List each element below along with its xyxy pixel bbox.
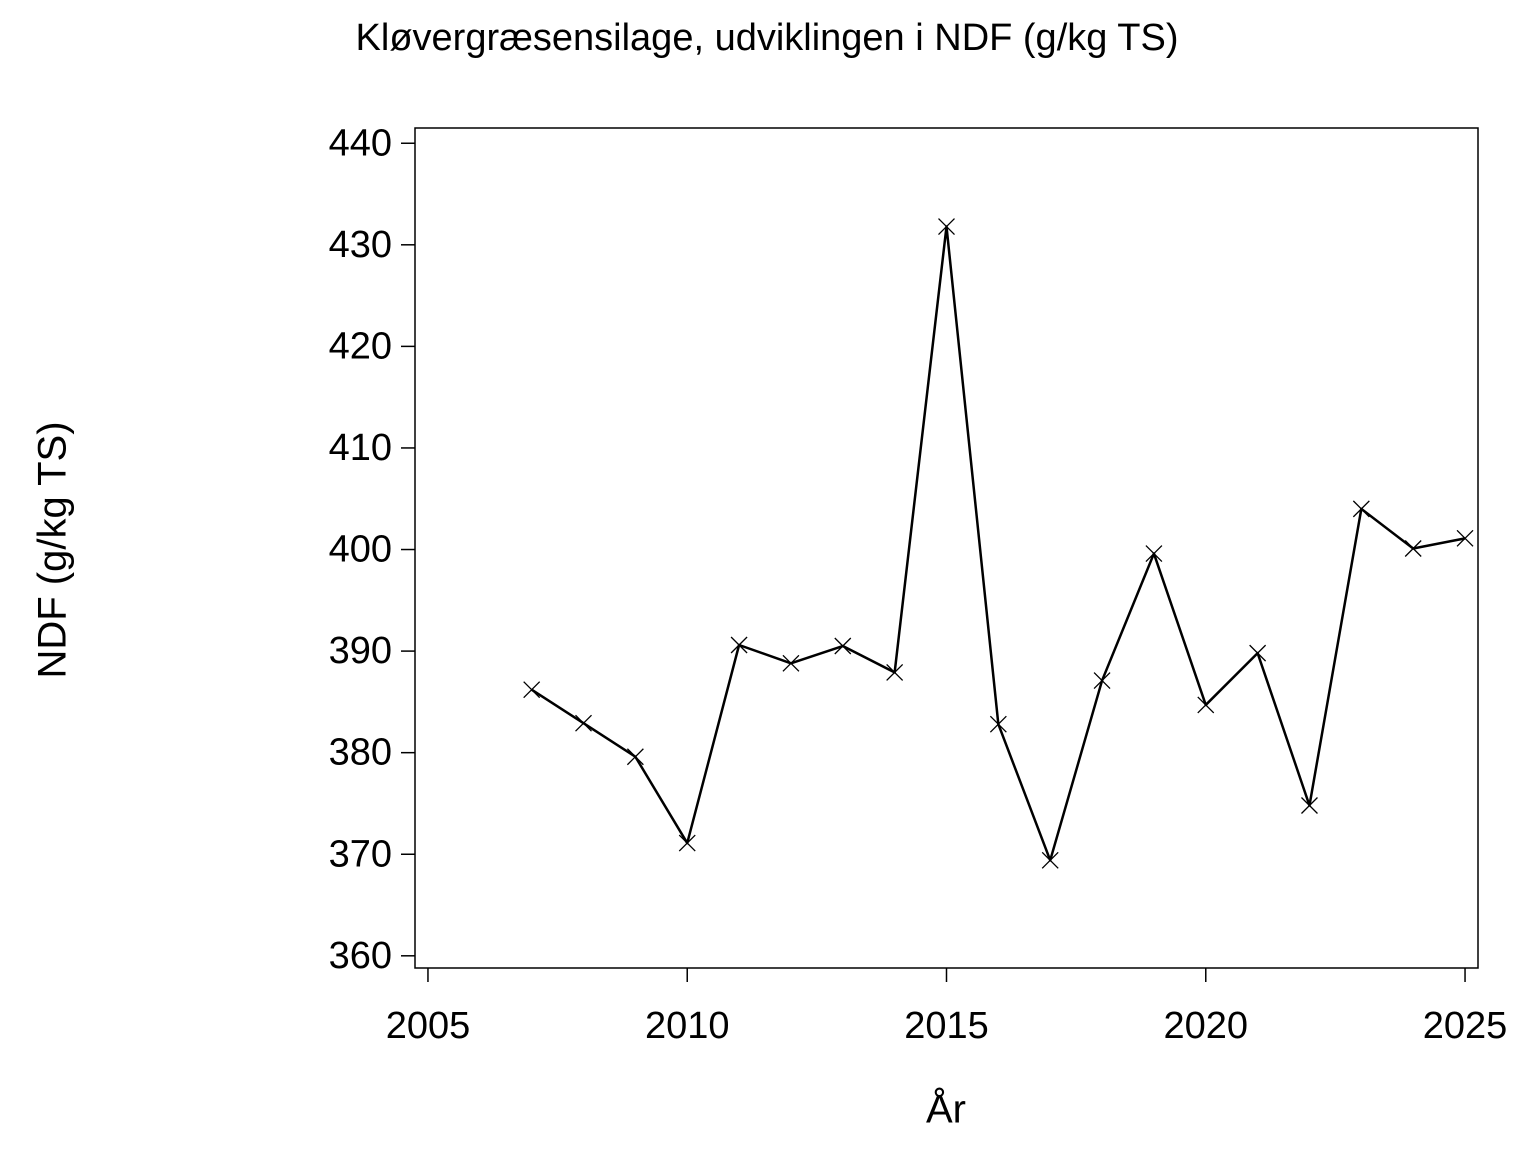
y-tick-label: 390 [329,630,392,672]
x-tick-label: 2025 [1423,1005,1508,1047]
x-tick-label: 2005 [386,1005,471,1047]
y-axis-label: NDF (g/kg TS) [31,421,75,678]
y-tick-label: 400 [329,529,392,571]
data-marker [1093,672,1111,690]
y-tick-label: 410 [329,427,392,469]
data-marker [782,654,800,672]
data-marker [989,715,1007,733]
y-tick-label: 380 [329,732,392,774]
y-tick-label: 420 [329,325,392,367]
data-marker [1352,500,1370,518]
y-tick-label: 440 [329,122,392,164]
data-marker [1404,540,1422,557]
data-marker [1041,851,1059,869]
x-tick-label: 2015 [904,1005,989,1047]
x-tick-label: 2010 [645,1005,730,1047]
chart-title: Kløvergræsensilage, udviklingen i NDF (g… [356,17,1179,59]
data-marker [626,748,644,766]
data-marker [730,636,748,654]
data-marker [1456,529,1474,547]
data-marker [575,714,592,732]
x-tick-label: 2020 [1163,1005,1248,1047]
y-tick-label: 430 [329,224,392,266]
data-marker [678,834,696,852]
data-line [530,225,1466,862]
data-marker [1145,545,1163,563]
data-marker [1197,696,1215,714]
data-marker [886,663,904,681]
plot-frame [414,127,1479,969]
data-marker [523,681,541,699]
y-tick-label: 370 [329,833,392,875]
x-axis-label: År [926,1087,966,1132]
data-marker [834,637,852,655]
y-tick-label: 360 [329,935,392,977]
data-marker [938,218,955,235]
data-marker [1249,644,1267,662]
data-marker [1301,797,1318,814]
